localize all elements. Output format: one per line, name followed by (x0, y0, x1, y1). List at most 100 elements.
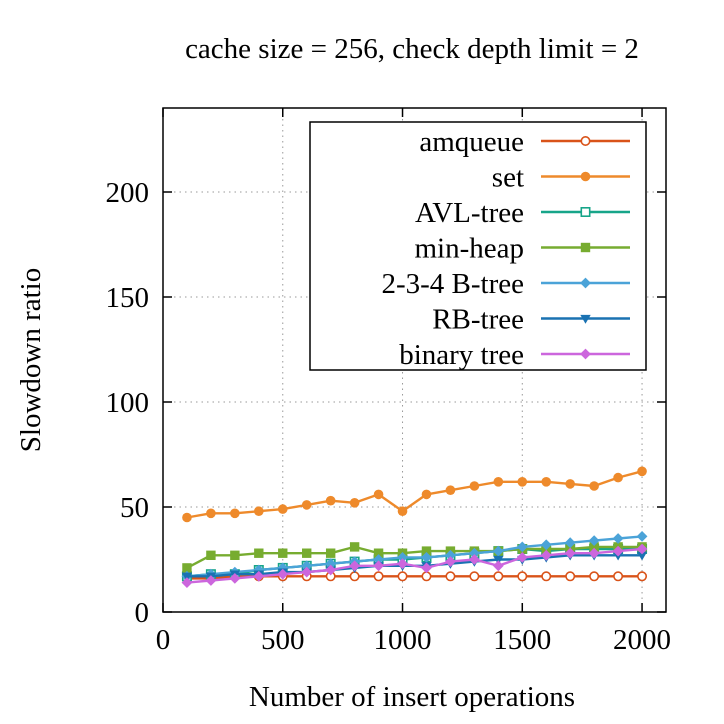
data-point-set (254, 506, 264, 516)
y-tick-label: 150 (106, 282, 150, 314)
x-tick-label: 2000 (613, 624, 671, 656)
data-point-2-3-4-b-tree (564, 537, 576, 549)
legend-label: RB-tree (432, 304, 524, 336)
data-point-set (493, 477, 504, 487)
legend-entry-min-heap: min-heap (414, 233, 630, 265)
data-point-set (230, 508, 240, 519)
data-point-amqueue (421, 571, 432, 582)
data-point-min-heap (278, 548, 288, 558)
data-point-set (469, 481, 480, 491)
data-point-set (613, 472, 623, 483)
series-layer (181, 466, 648, 588)
legend-entry-set: set (492, 162, 630, 194)
data-point-2-3-4-b-tree (301, 560, 313, 572)
data-point-set (445, 485, 456, 496)
y-tick-label: 50 (120, 492, 149, 524)
x-tick-label: 1500 (493, 624, 551, 656)
data-point-min-heap (302, 548, 312, 558)
data-point-binary-tree (564, 547, 576, 559)
data-point-min-heap (206, 550, 216, 560)
data-point-min-heap (373, 548, 384, 558)
data-point-binary-tree (373, 560, 384, 572)
series-set (182, 466, 647, 523)
y-axis-label: Slowdown ratio (15, 268, 47, 452)
data-point-binary-tree (445, 556, 456, 567)
legend-entry-rb-tree: RB-tree (432, 304, 630, 336)
y-tick-label: 0 (135, 597, 150, 629)
data-point-2-3-4-b-tree (636, 531, 648, 542)
legend-label: amqueue (419, 126, 524, 158)
data-point-binary-tree (253, 570, 265, 582)
data-point-binary-tree (229, 573, 241, 584)
data-point-amqueue (541, 571, 552, 582)
y-tick-label: 100 (106, 387, 150, 419)
y-tick-label: 200 (106, 177, 150, 209)
legend-marker (580, 314, 591, 324)
data-point-binary-tree (301, 566, 313, 578)
x-axis-label: Number of insert operations (249, 681, 575, 713)
data-point-2-3-4-b-tree (540, 539, 552, 551)
legend-marker (580, 171, 591, 182)
data-point-set (517, 477, 528, 487)
data-point-set (277, 504, 288, 514)
data-point-min-heap (325, 548, 336, 558)
data-point-amqueue (469, 571, 480, 582)
data-point-2-3-4-b-tree (468, 547, 480, 559)
chart-title: cache size = 256, check depth limit = 2 (185, 33, 639, 65)
data-point-binary-tree (181, 577, 193, 588)
legend-label: AVL-tree (415, 197, 524, 229)
legend-entry-binary-tree: binary tree (399, 339, 630, 371)
data-point-2-3-4-b-tree (397, 552, 408, 563)
data-point-binary-tree (492, 560, 504, 572)
data-point-binary-tree (277, 568, 289, 580)
data-point-set (421, 489, 432, 500)
data-point-amqueue (637, 571, 648, 582)
legend-marker (580, 348, 591, 360)
data-point-amqueue (397, 571, 408, 582)
data-point-min-heap (589, 542, 599, 552)
data-point-set (349, 498, 360, 508)
data-point-set (541, 477, 552, 487)
data-point-2-3-4-b-tree (492, 545, 504, 557)
data-point-amqueue (373, 571, 384, 582)
data-point-binary-tree (205, 575, 217, 586)
data-point-amqueue (445, 571, 456, 582)
axes: 0 500 1000 1500 2000 0 50 100 150 200 (106, 108, 671, 656)
x-tick-label: 500 (261, 624, 305, 656)
data-point-binary-tree (540, 549, 552, 561)
data-point-set (637, 466, 647, 477)
data-point-2-3-4-b-tree (445, 549, 456, 561)
data-point-rb-tree (181, 572, 193, 582)
data-point-amqueue (565, 571, 576, 582)
data-point-binary-tree (516, 552, 528, 563)
plot-frame (162, 107, 667, 613)
data-point-set (325, 495, 336, 506)
data-point-set (373, 489, 384, 500)
data-point-binary-tree (349, 560, 361, 572)
legend-label: set (492, 162, 524, 194)
data-point-min-heap (254, 548, 264, 558)
data-point-set (565, 479, 575, 489)
data-point-amqueue (589, 571, 600, 582)
data-point-set (589, 481, 599, 491)
data-point-amqueue (493, 571, 504, 582)
x-tick-label: 0 (156, 624, 171, 656)
legend-marker (580, 136, 591, 147)
legend-marker (580, 207, 591, 218)
data-point-binary-tree (325, 564, 337, 576)
legend-entry-avl-tree: AVL-tree (415, 197, 630, 229)
data-point-amqueue (613, 571, 624, 582)
data-point-amqueue (349, 571, 360, 582)
data-point-2-3-4-b-tree (588, 535, 600, 546)
data-point-binary-tree (468, 554, 480, 565)
data-point-min-heap (421, 546, 432, 556)
data-point-min-heap (230, 550, 240, 560)
data-point-set (182, 512, 192, 523)
data-point-rb-tree (493, 555, 504, 565)
data-point-rb-tree (636, 551, 648, 561)
data-point-2-3-4-b-tree (612, 533, 624, 544)
legend-entry-2-3-4-b-tree: 2-3-4 B-tree (381, 268, 630, 300)
data-point-min-heap (182, 563, 192, 573)
